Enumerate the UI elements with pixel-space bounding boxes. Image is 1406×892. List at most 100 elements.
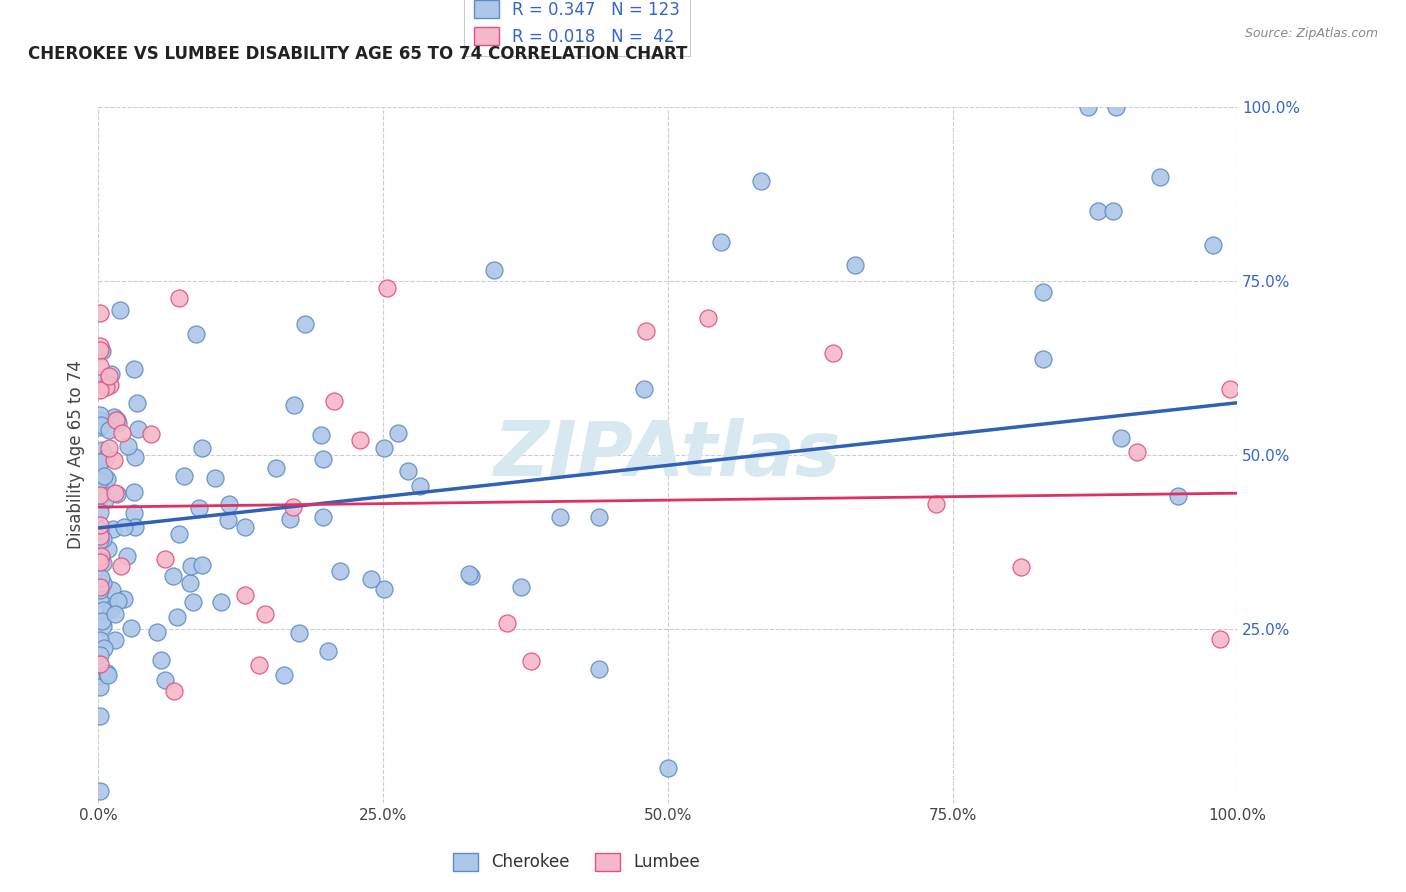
Point [104, 485, 127, 500]
Point [93, 492, 115, 507]
Point [89, 580, 111, 594]
Point [373, 441, 395, 455]
Point [409, 479, 432, 493]
Point [91, 344, 114, 359]
Point [107, 594, 129, 608]
Point [127, 422, 149, 436]
Text: ZIPAtlas: ZIPAtlas [494, 418, 842, 491]
Point [169, 291, 191, 305]
Point [103, 522, 125, 536]
Point [457, 567, 479, 582]
Point [89, 657, 111, 671]
Point [101, 583, 124, 598]
Point [89, 579, 111, 593]
Point [191, 558, 214, 572]
Point [117, 439, 139, 453]
Point [309, 427, 332, 442]
Point [184, 327, 207, 342]
Point [749, 174, 772, 188]
Point [115, 549, 138, 563]
Point [89, 533, 111, 548]
Point [108, 302, 131, 317]
Point [124, 450, 146, 464]
Point [89, 648, 111, 662]
Point [349, 433, 371, 447]
Point [103, 607, 125, 621]
Point [93, 641, 115, 656]
Point [93, 532, 115, 546]
Point [163, 684, 186, 698]
Point [312, 510, 335, 524]
Point [89, 488, 111, 502]
Point [1102, 204, 1125, 219]
Point [233, 520, 256, 534]
Point [89, 373, 111, 387]
Point [1010, 560, 1032, 574]
Point [387, 426, 409, 441]
Point [294, 318, 316, 332]
Point [155, 552, 177, 566]
Point [1126, 445, 1149, 459]
Point [110, 558, 132, 573]
Point [657, 761, 679, 775]
Point [98, 369, 121, 384]
Point [823, 346, 845, 360]
Point [90, 443, 112, 458]
Point [112, 591, 135, 606]
Point [1111, 431, 1133, 445]
Point [103, 453, 125, 467]
Point [634, 325, 657, 339]
Point [495, 616, 517, 631]
Point [90, 417, 112, 432]
Point [281, 500, 304, 514]
Point [1202, 237, 1225, 252]
Point [90, 571, 112, 585]
Point [91, 556, 114, 570]
Point [111, 425, 134, 440]
Point [89, 583, 111, 598]
Point [89, 591, 111, 606]
Point [925, 498, 948, 512]
Point [1105, 100, 1128, 114]
Point [153, 673, 176, 687]
Point [97, 541, 120, 556]
Point [89, 451, 111, 466]
Point [89, 669, 111, 683]
Point [125, 396, 148, 410]
Point [122, 362, 145, 376]
Point [181, 595, 204, 609]
Point [173, 469, 195, 483]
Point [91, 619, 114, 633]
Point [100, 367, 122, 381]
Point [98, 441, 121, 455]
Point [89, 505, 111, 519]
Point [89, 359, 111, 373]
Point [89, 383, 111, 397]
Point [162, 569, 184, 583]
Point [96, 380, 118, 394]
Point [283, 398, 305, 412]
Point [124, 519, 146, 533]
Point [97, 424, 120, 438]
Point [91, 445, 114, 459]
Point [145, 624, 167, 639]
Point [96, 451, 118, 466]
Point [204, 470, 226, 484]
Point [287, 626, 309, 640]
Point [633, 382, 655, 396]
Point [89, 709, 111, 723]
Point [218, 498, 240, 512]
Point [509, 580, 531, 594]
Point [588, 662, 610, 676]
Point [167, 526, 190, 541]
Point [548, 509, 571, 524]
Point [89, 408, 111, 422]
Point [89, 553, 111, 567]
Point [180, 559, 202, 574]
Point [89, 339, 111, 353]
Point [89, 306, 111, 320]
Point [1032, 351, 1054, 366]
Point [360, 572, 382, 586]
Point [89, 343, 111, 357]
Point [191, 441, 214, 455]
